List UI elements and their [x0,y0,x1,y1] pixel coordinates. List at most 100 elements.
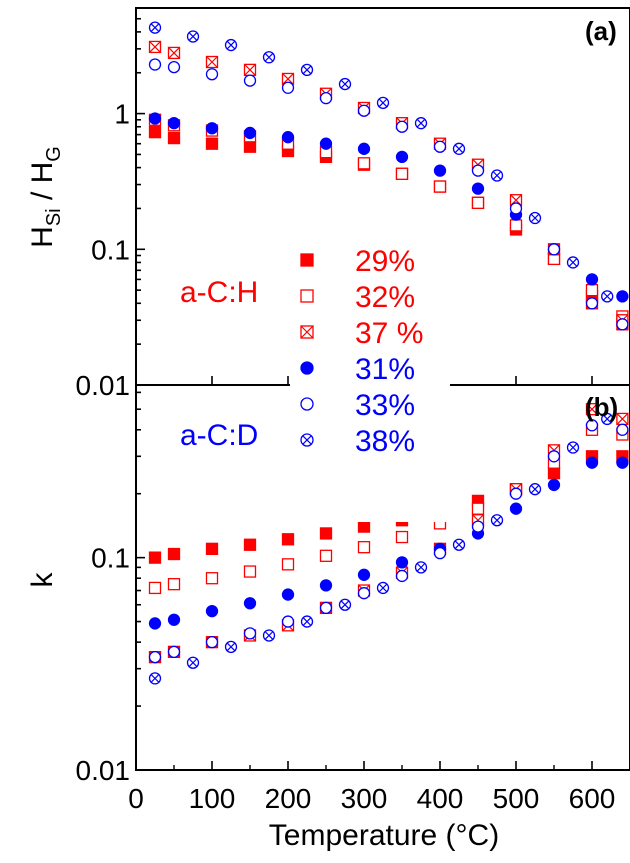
panel-b: 0.01 0.1 0 100 200 300 400 500 600 (b) k Temper… [26,384,630,852]
panel-b-point-series-4 [616,423,629,436]
panel-b-point-series-4-shape [585,419,599,432]
panel-a-point-series-2 [205,55,219,69]
panel-b-point-series-1-shape [395,530,409,544]
panel-b-point-series-3-shape [547,478,561,492]
panel-b-point-series-3 [585,456,599,469]
panel-b-point-series-4 [471,520,485,533]
panel-a-y-axis-title: HSi / HG [26,146,65,248]
panel-a-point-series-1 [509,219,523,232]
panel-b-point-series-5 [414,561,428,574]
panel-a-point-series-5-cross [568,258,578,267]
panel-b-point-series-1 [205,572,219,585]
panel-a-point-series-0-shape [243,140,257,153]
panel-b-point-series-5 [148,672,162,685]
panel-b-y-tick-label: 0.1 [91,543,130,574]
panel-a-point-series-4-shape [585,297,599,310]
panel-a-point-series-5-cross [492,171,502,180]
legend-marker-1-shape [300,289,314,303]
panel-a-point-series-5 [452,142,466,155]
panel-a-point-series-2-cross [168,46,180,59]
panel-b-point-series-0-shape [547,466,561,480]
panel-b-point-series-5-cross [340,600,350,610]
panel-b-point-series-5-cross [454,540,464,550]
panel-a-point-series-4-shape [357,104,371,117]
panel-a-point-series-3 [357,142,371,155]
panel-a-point-series-0-shape [167,131,181,145]
panel-a-point-series-3 [167,117,181,130]
panel-b-point-series-4-shape [205,635,219,649]
panel-b-point-series-4 [148,650,162,664]
panel-b-point-series-2 [585,403,599,416]
panel-b-point-series-5-cross [226,642,236,652]
panel-a-point-series-0 [167,131,181,145]
panel-b-point-series-3 [357,568,371,581]
y-title-sub-si: Si [43,208,65,226]
panel-b-point-series-5-cross [602,414,612,424]
panel-b-point-series-4-shape [243,627,257,640]
legend-marker-3-shape [300,361,314,375]
panel-a-point-series-4-shape [547,243,561,256]
panel-b-point-series-1 [319,549,333,562]
panel-a-y-ticks: 0.01 0.1 1 [76,7,593,401]
panel-b-point-series-3 [547,478,561,492]
x-tick-label: 0 [128,783,144,814]
panel-b-point-series-5-cross [530,484,540,494]
panel-b-point-series-3-shape [616,456,629,469]
x-axis-title: Temperature (°C) [269,819,499,852]
panel-b-point-series-3 [243,597,257,610]
panel-a-point-series-1 [585,283,599,297]
panel-b-point-series-4-shape [167,645,181,659]
panel-b-x-ticks: 0 100 200 300 400 500 600 [128,761,615,814]
panel-a-point-series-3-shape [357,142,371,155]
panel-b-point-series-0 [148,551,162,564]
panel-a-point-series-4-shape [509,202,523,215]
panel-b-point-series-4-shape [281,615,295,628]
panel-b-label: (b) [585,392,618,422]
panel-b-point-series-3 [148,617,162,630]
panel-a-point-series-4 [471,164,485,177]
panel-a-point-series-4 [243,74,257,87]
panel-b-point-series-4-shape [471,520,485,533]
panel-a-point-series-5 [148,21,162,34]
panel-a-point-series-3-shape [281,131,295,144]
panel-b-point-series-4 [243,627,257,640]
panel-b-point-series-3-shape [585,456,599,469]
x-tick-label: 300 [341,783,388,814]
panel-a-point-series-5-cross [602,292,612,301]
panel-b-point-series-3 [167,613,181,626]
panel-a-point-series-1 [395,167,409,180]
panel-a-point-series-5-cross [340,79,350,89]
panel-b-point-series-0-shape [243,538,257,551]
panel-b-point-series-3 [616,456,629,469]
panel-a-point-series-5 [414,117,428,130]
panel-b-point-series-5-cross [492,515,502,525]
panel-a-point-series-3 [205,122,219,135]
panel-a-point-series-3-shape [243,126,257,140]
panel-a-point-series-4-shape [205,68,219,81]
panel-a-point-series-4 [433,140,447,153]
panel-a-point-series-5-cross [150,23,160,32]
panel-b-point-series-3-shape [357,568,371,581]
panel-a-point-series-4 [205,68,219,81]
panel-b-point-series-2-cross [586,403,598,416]
panel-b-point-series-0 [281,533,295,546]
panel-b-point-series-1 [471,502,485,515]
panel-a-point-series-2 [148,40,162,54]
panel-b-point-series-0 [357,520,371,533]
panel-a-point-series-1-shape [509,219,523,232]
x-tick-label: 500 [493,783,540,814]
panel-b-point-series-1-shape [148,581,162,595]
panel-a-point-series-3-shape [148,112,162,125]
legend-marker-0 [300,253,314,267]
panel-b-point-series-4 [395,569,409,583]
panel-b-point-series-1 [243,565,257,578]
panel-b-point-series-4-shape [357,587,371,600]
panel-a-point-series-3-shape [471,182,485,195]
panel-a-point-series-4 [167,60,181,74]
panel-b-point-series-0-shape [357,520,371,533]
panel-b-point-series-3-shape [395,556,409,569]
panel-a-point-series-0 [243,140,257,153]
legend-entries: 29%32%37 %31%33%38% [300,245,423,458]
panel-a-point-series-0 [148,125,162,139]
panel-b-point-series-4-shape [433,546,447,560]
